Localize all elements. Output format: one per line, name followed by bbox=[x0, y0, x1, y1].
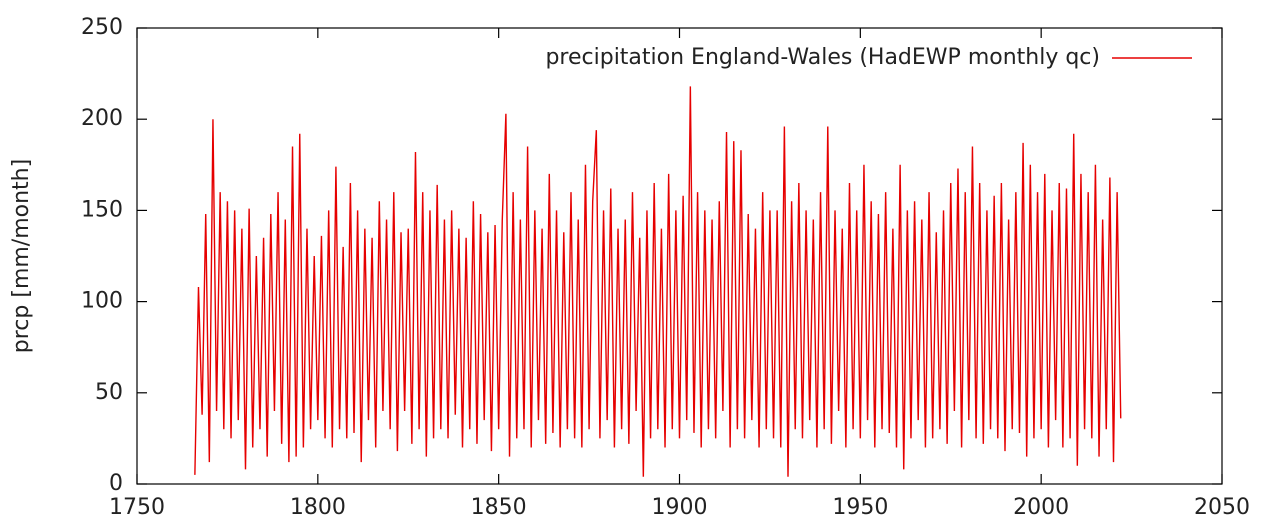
y-tick-label: 200 bbox=[81, 106, 123, 131]
y-tick-label: 0 bbox=[109, 471, 123, 496]
y-axis-label: prcp [mm/month] bbox=[9, 159, 34, 353]
y-tick-label: 250 bbox=[81, 15, 123, 40]
y-tick-label: 100 bbox=[81, 289, 123, 314]
x-tick-label: 1750 bbox=[109, 495, 165, 520]
x-tick-label: 2050 bbox=[1194, 495, 1250, 520]
x-tick-label: 1900 bbox=[652, 495, 708, 520]
data-line bbox=[194, 86, 1122, 477]
x-tick-label: 1950 bbox=[832, 495, 888, 520]
y-tick-label: 150 bbox=[81, 197, 123, 222]
x-tick-label: 1850 bbox=[471, 495, 527, 520]
y-tick-label: 50 bbox=[95, 380, 123, 405]
legend-label: precipitation England-Wales (HadEWP mont… bbox=[545, 45, 1100, 70]
x-tick-label: 2000 bbox=[1013, 495, 1069, 520]
x-tick-label: 1800 bbox=[290, 495, 346, 520]
